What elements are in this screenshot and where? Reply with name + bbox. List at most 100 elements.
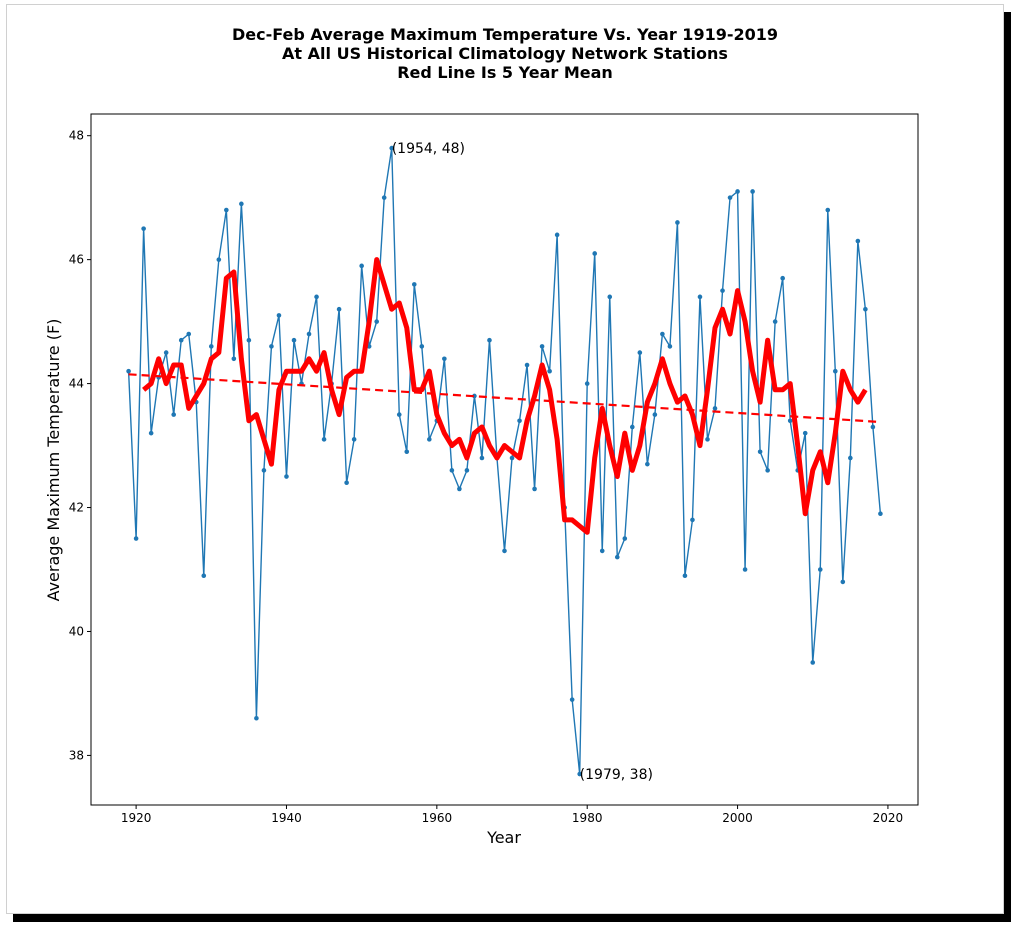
annual-data-point bbox=[479, 455, 485, 461]
y-axis-label: Average Maximum Temperature (F) bbox=[44, 319, 63, 602]
annual-data-point bbox=[464, 468, 470, 473]
annual-data-point bbox=[148, 430, 154, 436]
annual-data-point bbox=[817, 567, 823, 572]
annual-data-point bbox=[787, 418, 793, 424]
annual-data-point bbox=[727, 195, 733, 200]
annual-data-point bbox=[178, 337, 184, 343]
annual-data-point bbox=[660, 331, 665, 337]
x-tick-label: 2020 bbox=[873, 811, 904, 825]
annual-data-point bbox=[291, 337, 297, 343]
annual-data-point bbox=[216, 257, 222, 262]
annual-data-point bbox=[810, 660, 816, 665]
x-axis-label: Year bbox=[486, 828, 521, 847]
y-tick-label: 40 bbox=[69, 624, 84, 638]
annual-data-point bbox=[524, 362, 530, 368]
y-tick-label: 42 bbox=[69, 501, 84, 515]
annual-data-point bbox=[359, 263, 364, 269]
annual-data-point bbox=[599, 548, 605, 554]
annual-data-point bbox=[780, 275, 785, 281]
annual-data-point bbox=[336, 306, 342, 312]
y-tick-label: 38 bbox=[69, 748, 84, 762]
annual-data-point bbox=[720, 288, 725, 293]
annual-data-point bbox=[254, 715, 259, 721]
annual-data-point bbox=[141, 226, 146, 231]
annual-data-point bbox=[637, 350, 643, 355]
title-line-3: Red Line Is 5 Year Mean bbox=[397, 63, 613, 82]
annual-data-point bbox=[592, 251, 598, 256]
annual-data-point bbox=[833, 368, 838, 374]
annual-data-point bbox=[509, 455, 515, 461]
annual-data-point bbox=[163, 350, 169, 355]
annual-data-point bbox=[404, 449, 410, 455]
annual-data-point bbox=[224, 207, 229, 213]
annual-data-point bbox=[697, 294, 703, 300]
annual-data-point bbox=[848, 455, 853, 461]
x-tick-label: 1980 bbox=[572, 811, 603, 825]
annual-data-point bbox=[652, 412, 658, 417]
annual-data-point bbox=[772, 319, 778, 324]
annual-data-point bbox=[171, 412, 176, 417]
annual-data-point bbox=[539, 344, 545, 349]
y-tick-label: 44 bbox=[69, 377, 84, 391]
annual-data-point bbox=[667, 344, 673, 349]
annual-data-point bbox=[855, 238, 861, 244]
annual-data-point bbox=[577, 771, 582, 777]
x-tick-label: 1920 bbox=[121, 811, 152, 825]
annual-data-point bbox=[569, 697, 575, 702]
annual-data-point bbox=[457, 486, 462, 492]
point-annotation: (1954, 48) bbox=[392, 141, 465, 157]
annual-data-point bbox=[344, 480, 349, 486]
annual-data-point bbox=[878, 511, 883, 517]
x-tick-label: 1960 bbox=[422, 811, 453, 825]
annual-data-point bbox=[284, 474, 289, 479]
annual-data-point bbox=[261, 468, 267, 473]
y-axis-ticks: 38 40 42 44 46 48 bbox=[69, 129, 91, 762]
annual-data-point bbox=[622, 536, 628, 541]
annual-data-point bbox=[126, 368, 131, 374]
annual-data-point bbox=[133, 536, 139, 541]
annual-data-point bbox=[532, 486, 537, 492]
annual-data-point bbox=[614, 554, 620, 560]
annual-data-point bbox=[442, 356, 447, 362]
annual-data-point bbox=[607, 294, 613, 300]
annual-data-point bbox=[750, 189, 755, 194]
trend-line bbox=[128, 373, 881, 424]
annual-data-point bbox=[825, 207, 831, 213]
annual-data-point bbox=[231, 356, 237, 362]
annual-series-line bbox=[127, 147, 882, 775]
annual-data-point bbox=[502, 548, 507, 554]
annual-data-point bbox=[276, 313, 282, 318]
annual-data-point bbox=[802, 430, 808, 436]
annual-data-point bbox=[449, 468, 455, 473]
annual-data-point bbox=[863, 306, 868, 312]
x-tick-label: 2000 bbox=[722, 811, 753, 825]
y-tick-label: 46 bbox=[69, 253, 84, 267]
annual-data-point bbox=[239, 201, 244, 207]
annual-data-point bbox=[547, 368, 552, 374]
annual-data-point bbox=[396, 412, 402, 417]
x-tick-label: 1940 bbox=[271, 811, 302, 825]
annual-data-point bbox=[712, 406, 718, 411]
annual-data-point bbox=[269, 344, 274, 349]
annual-data-point bbox=[306, 331, 312, 337]
annual-data-point bbox=[246, 337, 252, 343]
annual-data-point bbox=[208, 344, 214, 349]
point-annotation: (1979, 38) bbox=[580, 767, 653, 783]
title-line-2: At All US Historical Climatology Network… bbox=[282, 44, 728, 63]
annual-data-point bbox=[314, 294, 319, 300]
annual-data-point bbox=[705, 437, 710, 442]
y-tick-label: 48 bbox=[69, 129, 84, 143]
annual-data-point bbox=[389, 145, 395, 151]
annual-data-point bbox=[690, 517, 695, 523]
annual-data-point bbox=[765, 468, 770, 473]
annual-data-point bbox=[645, 461, 650, 467]
annual-data-point bbox=[630, 424, 635, 430]
annual-data-point bbox=[870, 424, 876, 430]
title-line-1: Dec-Feb Average Maximum Temperature Vs. … bbox=[232, 25, 778, 44]
annual-data-point bbox=[411, 282, 417, 287]
annual-data-point bbox=[735, 189, 740, 194]
annual-data-point bbox=[201, 573, 207, 578]
annual-data-point bbox=[554, 232, 560, 238]
annual-data-point bbox=[351, 437, 357, 442]
